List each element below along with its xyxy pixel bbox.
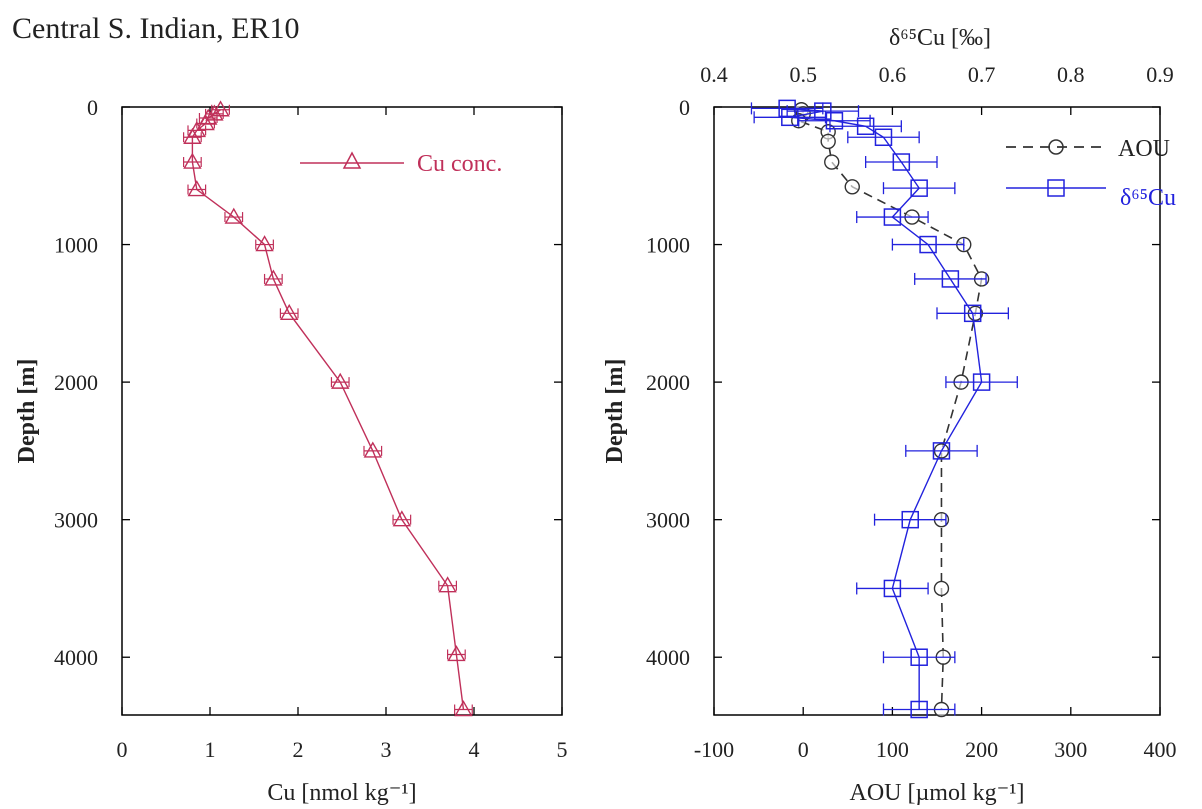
data-point-cu bbox=[438, 576, 457, 593]
data-point-d65cu bbox=[901, 510, 919, 529]
x-tick-label: 2 bbox=[293, 737, 304, 762]
y-tick-label: 4000 bbox=[54, 645, 98, 670]
series-line-d65cu bbox=[787, 107, 983, 710]
data-point-d65cu bbox=[883, 579, 902, 598]
figure-title: Central S. Indian, ER10 bbox=[12, 12, 299, 45]
data-point-aou bbox=[933, 580, 950, 597]
x-tick-label-top: 0.7 bbox=[968, 62, 996, 87]
legend-marker-triangle bbox=[342, 151, 362, 169]
x-tick-label-top: 0.9 bbox=[1146, 62, 1174, 87]
data-point-cu bbox=[331, 372, 350, 389]
data-point-cu bbox=[264, 269, 283, 286]
data-point-aou bbox=[820, 133, 836, 150]
x-tick-label: -100 bbox=[694, 737, 734, 762]
data-point-cu bbox=[183, 152, 202, 169]
left-ticks: 0 1 2 3 4 5 0 1000 2000 3000 4000 bbox=[54, 95, 568, 762]
x-tick-label-top: 0.8 bbox=[1057, 62, 1085, 87]
y-tick-label: 1000 bbox=[646, 233, 690, 258]
y-tick-label: 0 bbox=[679, 95, 690, 120]
data-point-cu bbox=[279, 303, 299, 321]
data-point-d65cu bbox=[972, 373, 991, 391]
legend-marker-circle bbox=[1048, 139, 1064, 155]
right-x-axis-label-top: δ⁶⁵Cu [‰] bbox=[889, 25, 991, 51]
y-tick-label: 2000 bbox=[54, 370, 98, 395]
data-point-cu bbox=[224, 207, 243, 224]
data-point-d65cu bbox=[941, 270, 960, 288]
right-legend: AOU δ⁶⁵Cu bbox=[1006, 136, 1176, 211]
legend-label-cu: Cu conc. bbox=[417, 151, 502, 177]
data-point-cu bbox=[187, 180, 207, 197]
data-point-d65cu bbox=[814, 102, 832, 120]
left-y-axis-label: Depth [m] bbox=[14, 359, 40, 464]
left-series-cu bbox=[183, 100, 473, 717]
series-line-cu bbox=[191, 109, 465, 710]
legend-marker-square bbox=[1047, 179, 1065, 197]
data-point-cu bbox=[363, 441, 383, 458]
data-point-aou bbox=[824, 154, 840, 170]
x-tick-label: 5 bbox=[557, 737, 568, 762]
x-tick-label: 200 bbox=[965, 737, 998, 762]
left-legend: Cu conc. bbox=[300, 151, 502, 177]
y-tick-label: 1000 bbox=[54, 233, 98, 258]
right-series-d65cu bbox=[750, 99, 1018, 719]
x-tick-label: 100 bbox=[876, 737, 909, 762]
x-tick-label: 300 bbox=[1054, 737, 1087, 762]
x-tick-label-top: 0.4 bbox=[700, 62, 728, 87]
y-tick-label: 3000 bbox=[646, 508, 690, 533]
legend-label-d65cu: δ⁶⁵Cu bbox=[1120, 185, 1176, 211]
data-point-d65cu bbox=[856, 117, 875, 136]
data-point-d65cu bbox=[892, 153, 911, 171]
series-line-aou bbox=[797, 109, 983, 710]
data-point-d65cu bbox=[883, 208, 902, 226]
right-x-axis-label-bottom: AOU [µmol kg⁻¹] bbox=[849, 780, 1024, 806]
left-x-axis-label: Cu [nmol kg⁻¹] bbox=[267, 780, 416, 806]
data-point-d65cu bbox=[932, 442, 951, 460]
x-tick-label: 0 bbox=[117, 737, 128, 762]
data-point-cu bbox=[255, 235, 274, 252]
x-tick-label: 4 bbox=[469, 737, 480, 762]
y-tick-label: 2000 bbox=[646, 370, 690, 395]
legend-label-aou: AOU bbox=[1118, 136, 1170, 162]
right-y-axis-label: Depth [m] bbox=[602, 359, 628, 464]
data-point-d65cu bbox=[910, 700, 928, 719]
right-plot-frame bbox=[713, 106, 1161, 716]
data-point-d65cu bbox=[825, 112, 844, 130]
x-tick-label: 3 bbox=[381, 737, 392, 762]
data-point-d65cu bbox=[910, 179, 928, 197]
x-tick-label-top: 0.5 bbox=[789, 62, 817, 87]
data-point-d65cu bbox=[919, 235, 937, 254]
data-point-cu bbox=[454, 700, 473, 717]
data-point-aou bbox=[844, 179, 860, 195]
left-panel: 0 1 2 3 4 5 0 1000 2000 3000 4000 Cu [nmol kg⁻¹] D… bbox=[14, 95, 568, 806]
data-point-cu bbox=[392, 510, 412, 527]
y-tick-label: 4000 bbox=[646, 645, 690, 670]
data-point-d65cu bbox=[874, 128, 893, 147]
right-series-aou bbox=[791, 102, 990, 718]
x-tick-label: 1 bbox=[205, 737, 216, 762]
data-point-d65cu bbox=[781, 108, 799, 127]
data-point-cu bbox=[447, 645, 466, 662]
y-tick-label: 3000 bbox=[54, 508, 98, 533]
y-tick-label: 0 bbox=[87, 95, 98, 120]
data-point-d65cu bbox=[910, 648, 928, 666]
data-point-cu bbox=[183, 127, 202, 144]
x-tick-label-top: 0.6 bbox=[879, 62, 907, 87]
left-plot-frame bbox=[121, 106, 563, 716]
x-tick-label: 400 bbox=[1144, 737, 1177, 762]
data-point-d65cu bbox=[963, 304, 982, 323]
x-tick-label: 0 bbox=[798, 737, 809, 762]
